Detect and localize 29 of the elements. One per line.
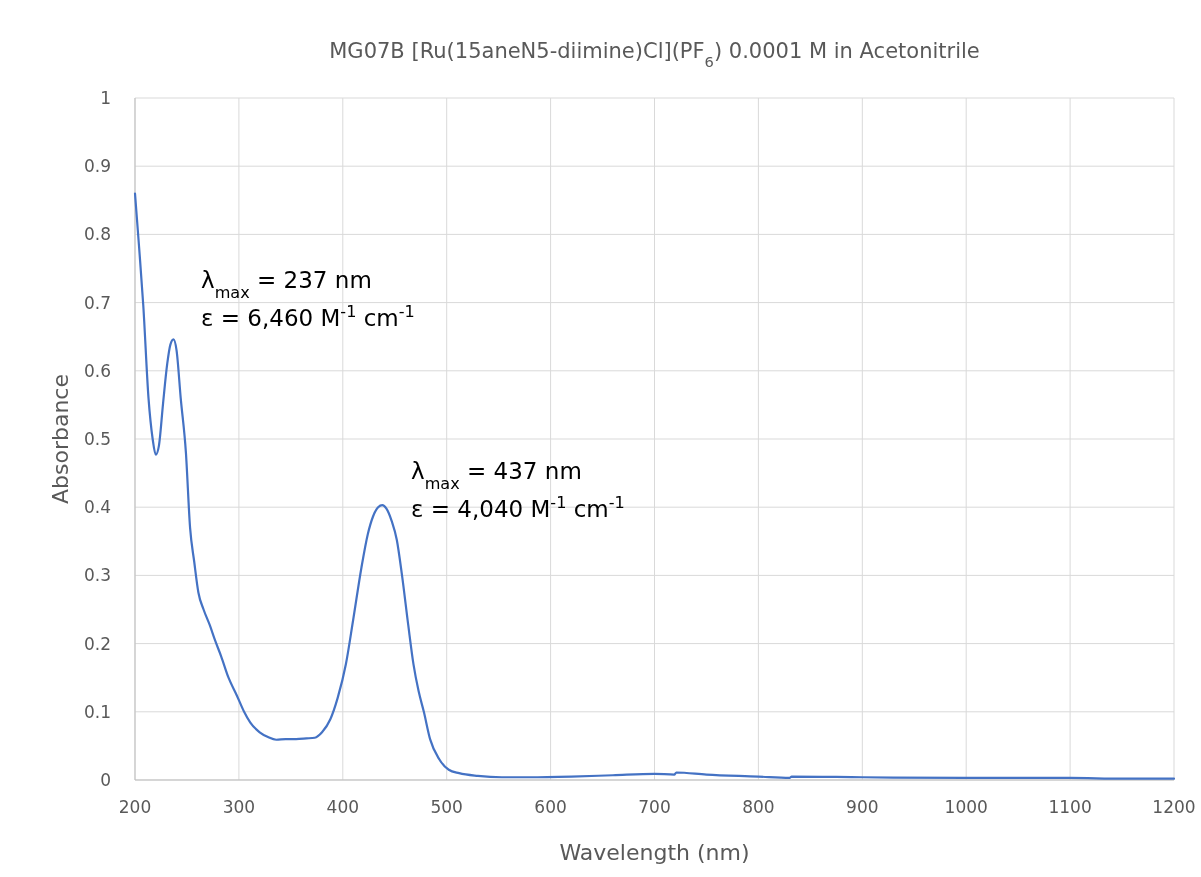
x-tick-label: 300: [222, 797, 256, 817]
y-axis-title: Absorbance: [48, 373, 73, 505]
y-tick-label: 0.3: [83, 565, 111, 586]
y-tick-label: 0.2: [83, 633, 111, 654]
annotation: λ$_{max}$ = 237 nm: [201, 267, 372, 302]
y-tick-label: 0.1: [83, 701, 111, 722]
x-tick-label: 1000: [944, 797, 988, 817]
y-tick-label: 0.8: [83, 224, 111, 245]
x-tick-label: 200: [118, 797, 152, 817]
chart-title: MG07B [Ru(15aneN5-diimine)Cl](PF$_{6}$) 0.0001 M in Acetonitrile: [329, 39, 980, 70]
x-tick-label: 1100: [1048, 797, 1092, 817]
x-tick-label: 600: [534, 797, 567, 817]
y-tick-label: 0.5: [83, 429, 111, 449]
x-tick-label: 500: [430, 797, 463, 817]
y-tick-label: 0.6: [83, 360, 111, 381]
y-tick-label: 0.7: [83, 292, 111, 313]
annotation: ε = 4,040 M$^{-1}$ cm$^{-1}$: [411, 492, 625, 522]
x-tick-label: 1200: [1152, 797, 1196, 817]
y-tick-label: 0.4: [83, 497, 111, 518]
y-tick-label: 0: [100, 770, 111, 790]
x-axis-title: Wavelength (nm): [559, 840, 750, 865]
x-tick-label: 700: [638, 797, 671, 817]
y-tick-label: 0.9: [83, 156, 111, 177]
x-tick-label: 400: [326, 797, 360, 817]
x-tick-label: 800: [742, 797, 775, 817]
x-tick-label: 900: [846, 797, 879, 817]
annotation: λ$_{max}$ = 437 nm: [411, 458, 582, 493]
y-tick-label: 1: [100, 88, 111, 108]
annotation: ε = 6,460 M$^{-1}$ cm$^{-1}$: [201, 301, 415, 331]
